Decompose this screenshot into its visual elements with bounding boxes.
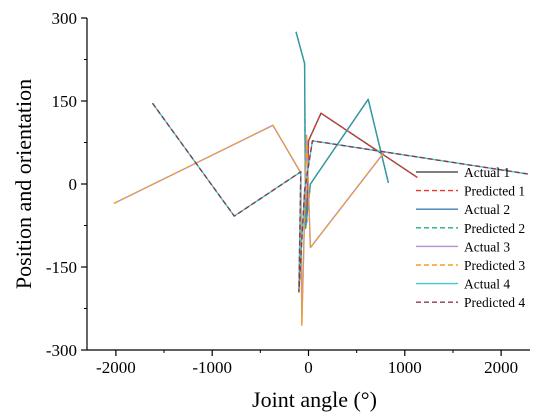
- y-tick-label: 0: [69, 175, 78, 194]
- series-line-2: [305, 112, 418, 223]
- legend-label: Predicted 1: [464, 184, 525, 199]
- x-tick-label: 0: [304, 358, 313, 377]
- series-line-6: [113, 124, 385, 326]
- y-tick-label: -300: [46, 341, 77, 360]
- legend-label: Predicted 4: [464, 295, 525, 310]
- series-line-5: [113, 124, 385, 326]
- legend: Actual 1 Predicted 1 Actual 2 Predicted 2 Ac…: [416, 165, 525, 310]
- x-tick-label: 2000: [484, 358, 518, 377]
- series-line-3: [295, 31, 390, 230]
- x-tick-label: 1000: [388, 358, 422, 377]
- y-tick-label: -150: [46, 258, 77, 277]
- legend-label: Predicted 3: [464, 258, 525, 273]
- y-tick-label: 300: [52, 9, 78, 28]
- legend-label: Actual 2: [464, 202, 510, 217]
- y-axis-title: Position and orientation: [11, 79, 36, 289]
- ticks: -2000 -1000 0 1000 2000 -300 -150 0 150 300: [46, 9, 518, 377]
- y-tick-label: 150: [52, 92, 78, 111]
- series-line-8: [151, 102, 529, 293]
- x-tick-label: -1000: [192, 358, 232, 377]
- legend-label: Actual 3: [464, 239, 510, 254]
- x-axis-title: Joint angle (°): [252, 387, 377, 412]
- legend-label: Predicted 2: [464, 221, 525, 236]
- legend-label: Actual 1: [464, 165, 510, 180]
- legend-label: Actual 4: [464, 277, 510, 292]
- x-tick-label: -2000: [96, 358, 136, 377]
- series-line-1: [305, 112, 418, 223]
- plot-series: [113, 31, 529, 326]
- series-line-4: [295, 31, 390, 230]
